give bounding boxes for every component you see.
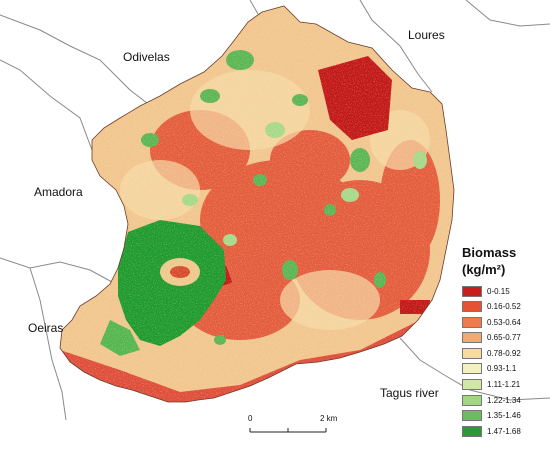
legend-item: 0.16-0.52 (462, 300, 548, 314)
scale-end-label: 2 km (320, 414, 338, 423)
legend-item: 0.53-0.64 (462, 315, 548, 329)
legend-swatch (462, 285, 482, 297)
legend-item: 0.65-0.77 (462, 331, 548, 345)
place-label-loures: Loures (408, 28, 445, 42)
legend-item: 1.22-1.34 (462, 393, 548, 407)
legend-label: 0.65-0.77 (487, 333, 521, 343)
legend-item: 0.78-0.92 (462, 346, 548, 360)
legend-swatch (462, 363, 482, 375)
legend-item: 0-0.15 (462, 284, 548, 298)
legend-title: Biomass (462, 245, 517, 260)
legend-item: 1.11-1.21 (462, 378, 548, 392)
legend-swatch (462, 379, 482, 391)
legend-label: 1.35-1.46 (487, 411, 521, 421)
scale-bar-graphic (249, 428, 327, 433)
legend-swatch (462, 394, 482, 406)
legend-swatch (462, 316, 482, 328)
legend-label: 1.47-1.68 (487, 426, 521, 436)
place-label-odivelas: Odivelas (123, 50, 170, 64)
legend-swatch (462, 425, 482, 437)
legend-swatch (462, 410, 482, 422)
municipal-borders (0, 0, 550, 421)
legend: Biomass (kg/m²) 0-0.15 0.16-0.52 0.53-0.64… (462, 244, 548, 440)
legend-label: 1.11-1.21 (487, 380, 521, 390)
scale-start-label: 0 (248, 414, 253, 423)
legend-swatch (462, 332, 482, 344)
legend-label: 0.93-1.1 (487, 364, 517, 374)
legend-label: 0.78-0.92 (487, 348, 521, 358)
legend-swatch (462, 301, 482, 313)
place-label-tagus-river: Tagus river (380, 386, 439, 400)
legend-label: 0.16-0.52 (487, 302, 521, 312)
legend-item: 1.47-1.68 (462, 424, 548, 438)
place-label-amadora: Amadora (34, 185, 83, 199)
legend-label: 0-0.15 (487, 286, 510, 296)
legend-swatch (462, 347, 482, 359)
legend-items: 0-0.15 0.16-0.52 0.53-0.64 0.65-0.77 0.78-0.… (462, 284, 548, 438)
legend-item: 1.35-1.46 (462, 409, 548, 423)
legend-unit: (kg/m²) (462, 262, 506, 277)
place-label-oeiras: Oeiras (28, 321, 64, 335)
legend-label: 1.22-1.34 (487, 395, 521, 405)
legend-label: 0.53-0.64 (487, 317, 521, 327)
scale-bar: 0 2 km (248, 414, 348, 444)
legend-item: 0.93-1.1 (462, 362, 548, 376)
